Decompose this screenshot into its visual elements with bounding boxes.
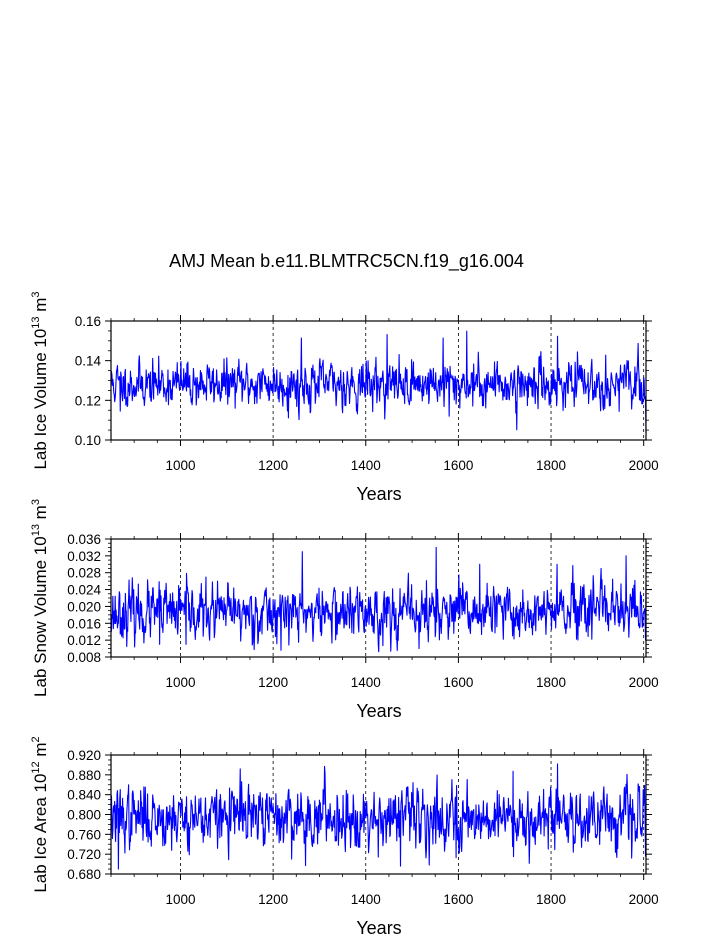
y-tick-label: 0.680 — [67, 867, 101, 882]
x-tick-label: 1000 — [165, 892, 195, 907]
x-axis-label: Years — [356, 484, 401, 504]
y-axis-label: Lab Ice Area 1012 m2 — [30, 736, 50, 892]
x-tick-label: 2000 — [629, 675, 659, 690]
y-axis-label-superscript: 2 — [30, 736, 42, 742]
x-tick-label: 1000 — [165, 458, 195, 473]
y-tick-label: 0.028 — [67, 566, 101, 581]
chart-title: AMJ Mean b.e11.BLMTRC5CN.f19_g16.004 — [169, 251, 524, 271]
x-tick-label: 1600 — [443, 675, 473, 690]
x-tick-label: 1200 — [258, 892, 288, 907]
y-axis-label-text: Lab Ice Area 10 — [31, 774, 50, 893]
y-tick-label: 0.880 — [67, 768, 101, 783]
x-tick-label: 1800 — [536, 458, 566, 473]
x-tick-label: 2000 — [629, 458, 659, 473]
x-axis-label: Years — [356, 918, 401, 935]
series-line-1-1 — [110, 330, 647, 434]
x-tick-label: 1800 — [536, 892, 566, 907]
series-line-2-1 — [110, 546, 647, 653]
y-axis-label-text: m — [31, 298, 50, 317]
y-tick-label: 0.720 — [67, 847, 101, 862]
y-axis-label-text: Lab Ice Volume 10 — [31, 329, 50, 470]
x-axis-label: Years — [356, 701, 401, 721]
x-tick-label: 1400 — [351, 892, 381, 907]
y-tick-label: 0.016 — [67, 616, 101, 631]
x-tick-label: 1800 — [536, 675, 566, 690]
y-axis-label-superscript: 3 — [30, 499, 42, 505]
y-axis-label-superscript: 12 — [30, 761, 42, 773]
x-tick-label: 1200 — [258, 675, 288, 690]
y-axis-label-superscript: 13 — [30, 316, 42, 328]
y-axis-label-superscript: 3 — [30, 291, 42, 297]
y-axis-label: Lab Ice Volume 1013 m3 — [30, 291, 50, 469]
y-tick-label: 0.032 — [67, 549, 101, 564]
y-tick-label: 0.840 — [67, 788, 101, 803]
x-tick-label: 1400 — [351, 675, 381, 690]
panel-1: 0.10 0.12 0.14 0.16 1000 1200 1400 1600 1800 2000… — [30, 291, 659, 504]
x-tick-label: 2000 — [629, 892, 659, 907]
y-tick-label: 0.008 — [67, 650, 101, 665]
series-line-3-1 — [110, 763, 647, 870]
y-tick-label: 0.16 — [75, 314, 101, 329]
y-axis-label: Lab Snow Volume 1013 m3 — [30, 499, 50, 697]
x-tick-label: 1600 — [443, 892, 473, 907]
y-tick-label: 0.14 — [75, 354, 102, 369]
panel-3: 0.680 0.720 0.760 0.800 0.840 0.880 0.920 1000 1… — [30, 736, 659, 935]
x-tick-label: 1000 — [165, 675, 195, 690]
x-tick-label: 1200 — [258, 458, 288, 473]
y-axis-label-superscript: 13 — [30, 524, 42, 536]
y-axis-label-text: m — [31, 505, 50, 524]
y-tick-label: 0.036 — [67, 532, 101, 547]
y-axis-label-text: Lab Snow Volume 10 — [31, 536, 50, 697]
y-tick-label: 0.920 — [67, 748, 101, 763]
y-tick-label: 0.020 — [67, 599, 101, 614]
x-tick-label: 1600 — [443, 458, 473, 473]
y-tick-label: 0.10 — [75, 433, 101, 448]
y-tick-label: 0.024 — [67, 583, 101, 598]
y-tick-label: 0.800 — [67, 808, 101, 823]
y-tick-label: 0.012 — [67, 633, 101, 648]
y-tick-label: 0.12 — [75, 393, 101, 408]
y-tick-label: 0.760 — [67, 827, 101, 842]
y-axis-label-text: m — [31, 742, 50, 761]
x-tick-label: 1400 — [351, 458, 381, 473]
